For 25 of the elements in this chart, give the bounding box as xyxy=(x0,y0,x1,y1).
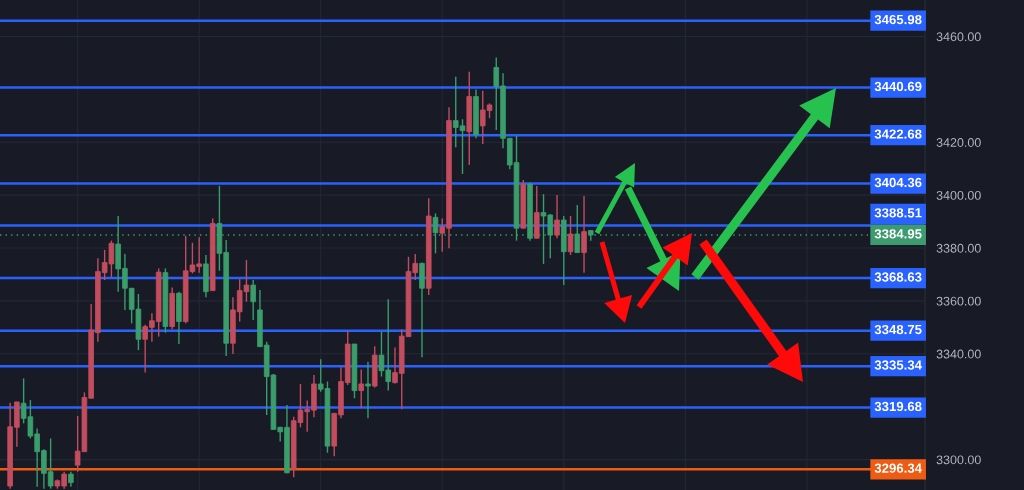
y-tick-label: 3420.00 xyxy=(936,138,981,147)
candlestick xyxy=(365,361,371,420)
candlestick xyxy=(250,279,256,321)
ref-line-label: 3296.34 xyxy=(874,463,922,473)
ref-line-label: 3422.68 xyxy=(874,129,922,139)
candlestick xyxy=(554,194,560,239)
legend-label: 3388.51 xyxy=(874,208,922,218)
y-tick-label: 3400.00 xyxy=(936,190,981,200)
ref-line-label: 3348.75 xyxy=(874,324,922,335)
y-tick-label: 3340.00 xyxy=(936,349,981,359)
y-tick-label: 3300.00 xyxy=(936,455,981,465)
ref-line-label: 3368.63 xyxy=(874,272,922,282)
ref-line-label: 3335.34 xyxy=(874,360,922,370)
y-tick-label: 3380.00 xyxy=(936,243,981,253)
ref-line-label: 3440.69 xyxy=(874,81,922,92)
y-tick-label: 3360.00 xyxy=(936,296,981,306)
candlestick xyxy=(581,195,587,274)
candlestick xyxy=(574,204,581,254)
candlestick xyxy=(358,368,365,409)
ref-line-label: 3465.98 xyxy=(874,14,922,25)
ref-line-label: 3384.95 xyxy=(874,229,922,239)
ref-line-label: 3319.68 xyxy=(874,401,922,412)
y-tick-label: 3460.00 xyxy=(936,32,981,42)
candlestick xyxy=(567,215,574,256)
ref-line-label: 3404.36 xyxy=(874,177,922,188)
